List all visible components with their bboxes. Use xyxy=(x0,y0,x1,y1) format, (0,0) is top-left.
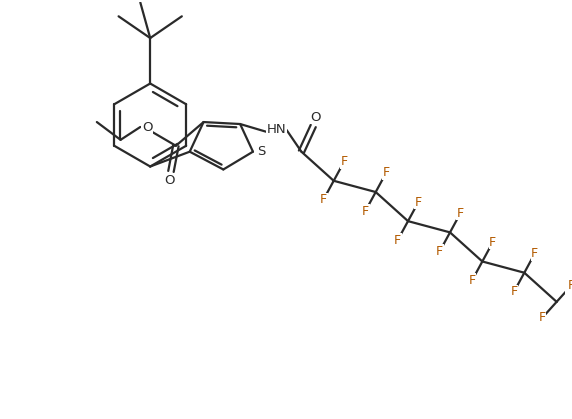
Text: F: F xyxy=(567,279,572,292)
Text: O: O xyxy=(142,122,153,134)
Text: F: F xyxy=(538,311,546,324)
Text: O: O xyxy=(310,111,320,124)
Text: F: F xyxy=(394,234,401,247)
Text: HN: HN xyxy=(267,124,287,137)
Text: F: F xyxy=(320,194,327,207)
Text: F: F xyxy=(340,155,348,168)
Text: O: O xyxy=(165,174,175,187)
Text: F: F xyxy=(457,207,464,220)
Text: F: F xyxy=(489,236,496,249)
Text: F: F xyxy=(436,245,443,258)
Text: F: F xyxy=(531,247,538,260)
Text: F: F xyxy=(383,166,390,179)
Text: F: F xyxy=(415,196,422,209)
Text: F: F xyxy=(510,285,518,298)
Text: F: F xyxy=(468,274,475,287)
Text: F: F xyxy=(362,204,369,217)
Text: S: S xyxy=(257,145,265,158)
